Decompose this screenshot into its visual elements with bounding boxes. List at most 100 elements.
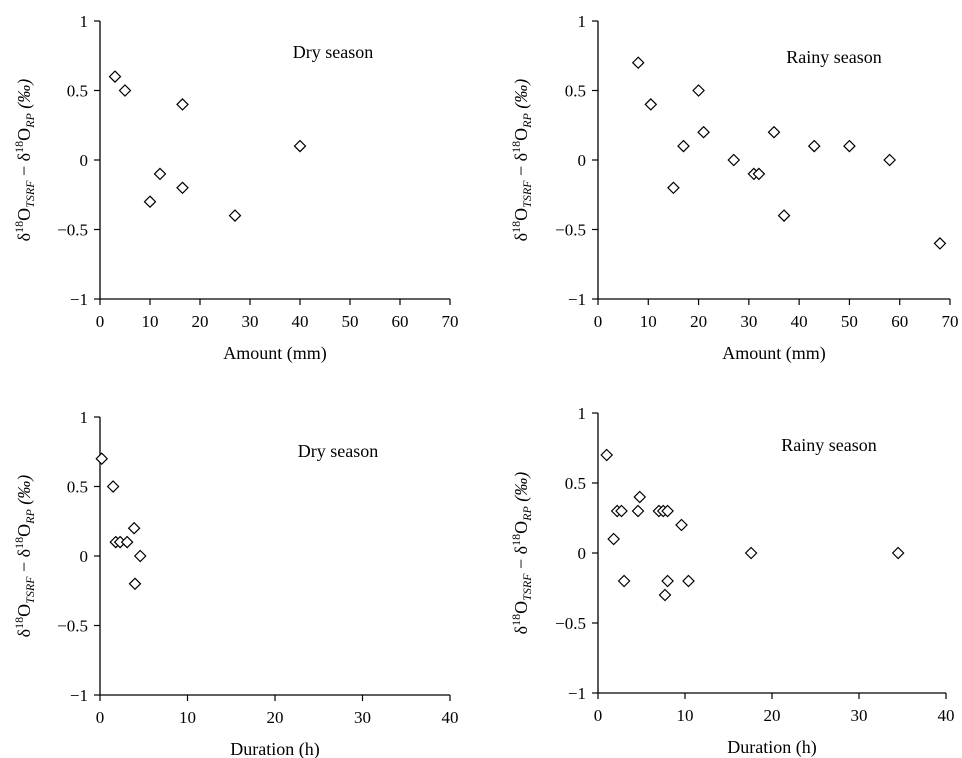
y-axis-label-part: − xyxy=(14,557,34,576)
y-axis-label-part: δ xyxy=(14,549,34,557)
y-tick-label: 0 xyxy=(578,544,587,563)
x-tick-label: 30 xyxy=(851,706,868,725)
data-point-diamond xyxy=(128,577,142,591)
y-axis-label-part: 18 xyxy=(509,221,523,233)
y-tick-label: −0.5 xyxy=(555,614,586,633)
y-axis-label-part: (‰) xyxy=(14,79,35,114)
data-point-diamond xyxy=(677,139,690,153)
y-axis-label-part: O xyxy=(511,521,531,534)
data-point-diamond xyxy=(106,480,120,493)
y-axis-label-part: O xyxy=(14,208,34,221)
data-point-diamond xyxy=(615,504,628,518)
panel-title: Rainy season xyxy=(781,435,876,455)
data-point-diamond xyxy=(752,167,766,181)
x-tick-label: 70 xyxy=(942,312,959,331)
data-point-diamond xyxy=(118,84,132,97)
y-axis-label-part: O xyxy=(14,604,34,617)
y-axis-label-part: − xyxy=(511,554,531,573)
y-axis-label-1: δ18OTSRF − δ18ORP (‰) xyxy=(12,79,37,242)
y-tick-label: −1 xyxy=(568,290,586,309)
data-point-diamond xyxy=(633,490,647,504)
data-point-diamond xyxy=(727,153,741,167)
x-tick-label: 30 xyxy=(242,312,259,331)
y-axis-label-part: δ xyxy=(511,233,531,241)
chart-panel-2: 0 10 20 30 40 50 60 70 1 0.5 0 −0.5 −1 Amount (mm) Rai… xyxy=(509,12,959,364)
y-axis-label-part: RP xyxy=(520,113,534,129)
data-point-diamond xyxy=(127,521,141,535)
y-tick-label: 0.5 xyxy=(565,474,586,493)
data-point-diamond xyxy=(658,588,672,602)
x-tick-label: 0 xyxy=(594,312,603,331)
y-axis-label-part: δ xyxy=(14,153,34,161)
x-tick-label: 40 xyxy=(292,312,309,331)
y-axis-label-3: δ18OTSRF − δ18ORP (‰) xyxy=(12,475,37,638)
x-axis-title: Duration (h) xyxy=(230,739,319,758)
x-tick-label: 60 xyxy=(891,312,908,331)
y-tick-label: −0.5 xyxy=(57,617,88,636)
panel-title: Rainy season xyxy=(786,47,881,67)
y-axis-label-part: 18 xyxy=(509,614,523,626)
y-tick-label: 1 xyxy=(80,12,89,31)
y-tick-label: −0.5 xyxy=(57,221,88,240)
y-axis-label-part: δ xyxy=(511,153,531,161)
y-tick-label: 1 xyxy=(80,408,89,427)
x-tick-label: 40 xyxy=(938,706,955,725)
y-tick-label: 0 xyxy=(80,151,89,170)
x-tick-label: 0 xyxy=(594,706,603,725)
x-tick-label: 40 xyxy=(791,312,808,331)
y-axis-label-part: 18 xyxy=(509,534,523,546)
data-point-diamond xyxy=(108,70,122,83)
x-tick-label: 60 xyxy=(392,312,409,331)
data-point-diamond xyxy=(933,237,947,250)
data-point-diamond xyxy=(682,574,695,588)
x-tick-label: 10 xyxy=(677,706,694,725)
data-point-diamond xyxy=(675,518,688,532)
data-point-diamond xyxy=(176,181,189,195)
chart-panel-1: 0 10 20 30 40 50 60 70 1 0.5 0 −0.5 −1 Amount (mm) Dry… xyxy=(12,12,459,364)
y-axis-label-part: (‰) xyxy=(511,79,532,114)
data-point-diamond xyxy=(293,139,307,153)
data-point-diamond xyxy=(843,139,856,153)
data-point-diamond xyxy=(133,549,147,563)
y-tick-label: 0 xyxy=(578,151,587,170)
data-point-diamond xyxy=(153,167,167,181)
data-point-diamond xyxy=(600,448,614,462)
data-point-diamond xyxy=(692,84,705,97)
data-point-diamond xyxy=(807,139,821,153)
panel-title: Dry season xyxy=(298,441,378,461)
data-point-diamond xyxy=(143,195,157,209)
x-tick-label: 30 xyxy=(740,312,757,331)
data-point-diamond xyxy=(644,98,658,111)
x-axis-title: Duration (h) xyxy=(727,737,816,758)
data-point-diamond xyxy=(631,56,645,70)
data-point-diamond xyxy=(176,98,189,111)
data-point-diamond xyxy=(891,546,905,560)
y-axis-label-part: δ xyxy=(14,629,34,637)
y-axis-label-part: δ xyxy=(511,546,531,554)
y-axis-label-part: 18 xyxy=(12,617,26,629)
y-axis-label-part: TSRF xyxy=(23,576,37,604)
y-axis-label-part: RP xyxy=(520,506,534,522)
y-tick-label: 1 xyxy=(578,404,587,423)
y-axis-label-part: O xyxy=(511,128,531,141)
x-tick-label: 20 xyxy=(764,706,781,725)
y-tick-label: −1 xyxy=(70,686,88,705)
data-point-diamond xyxy=(667,181,680,195)
y-axis-label-part: 18 xyxy=(509,141,523,153)
y-axis-label-part: TSRF xyxy=(520,180,534,208)
y-tick-label: −0.5 xyxy=(555,221,586,240)
y-axis-label-part: O xyxy=(14,128,34,141)
data-point-diamond xyxy=(617,574,631,588)
y-axis-label-part: (‰) xyxy=(14,475,35,510)
chart-panel-3: 0 10 20 30 40 1 0.5 0 −0.5 −1 Duration (h) Dry seas… xyxy=(12,408,459,758)
data-point-diamond xyxy=(883,153,897,167)
data-point-diamond xyxy=(631,504,645,518)
chart-panel-4: 0 10 20 30 40 1 0.5 0 −0.5 −1 Duration (h) Rainy se… xyxy=(509,404,955,758)
data-point-diamond xyxy=(767,125,781,139)
y-axis-label-part: O xyxy=(14,524,34,537)
data-point-diamond xyxy=(697,125,710,139)
data-point-diamond xyxy=(661,504,674,518)
y-axis-label-part: TSRF xyxy=(520,573,534,601)
y-tick-label: 1 xyxy=(578,12,587,31)
y-axis-label-part: (‰) xyxy=(511,472,532,507)
